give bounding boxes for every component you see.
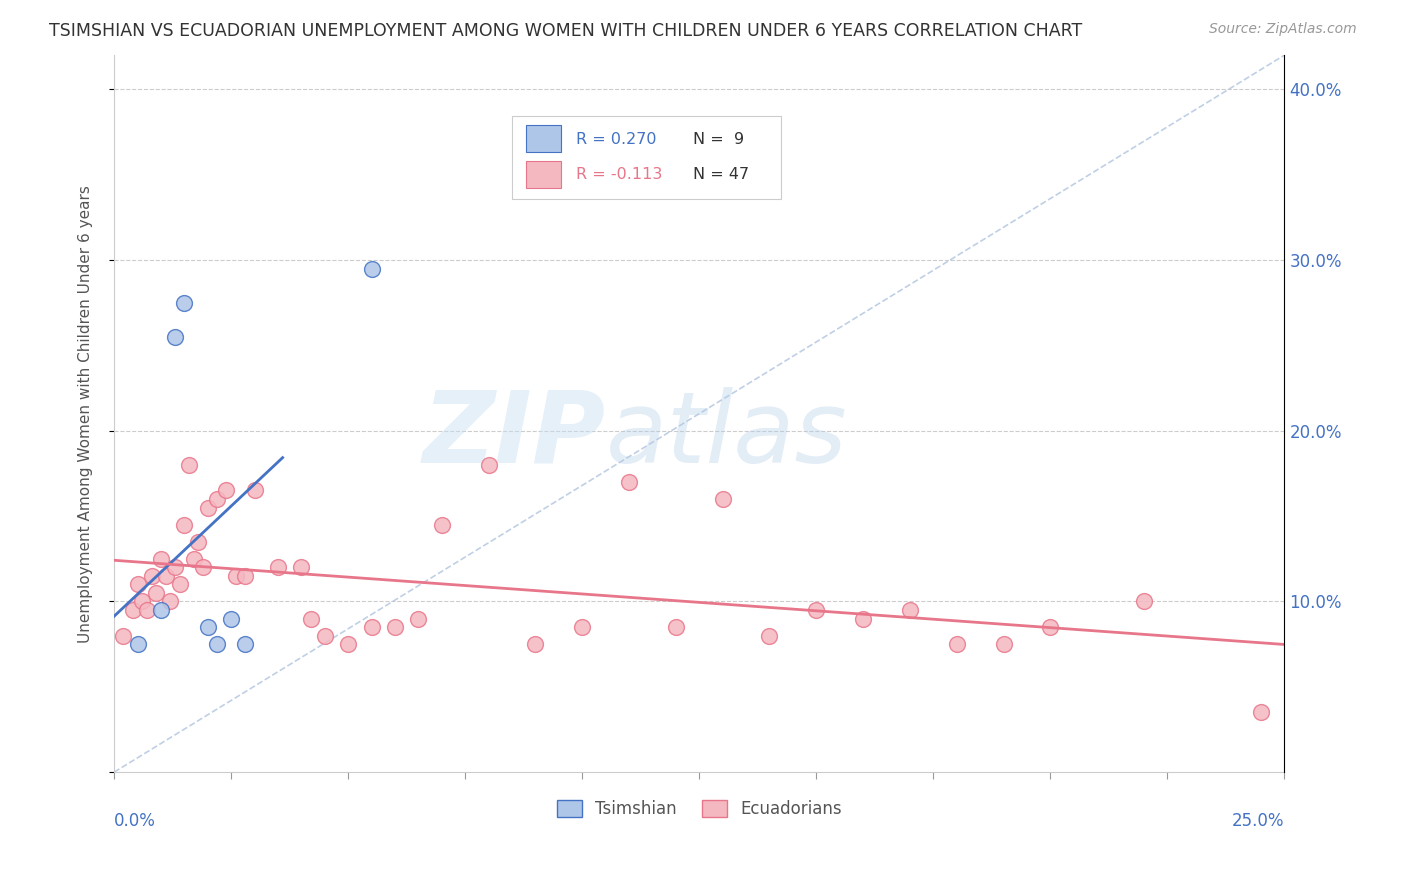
Point [187,534,209,549]
Point [408,611,430,625]
Point [141,569,163,583]
Text: TSIMSHIAN VS ECUADORIAN UNEMPLOYMENT AMONG WOMEN WITH CHILDREN UNDER 6 YEARS COR: TSIMSHIAN VS ECUADORIAN UNEMPLOYMENT AMO… [49,22,1083,40]
Point [149,603,172,617]
Point [145,586,167,600]
Point [617,475,640,489]
Point [945,637,967,651]
Point [197,620,219,634]
Point [571,620,593,634]
Text: N = 47: N = 47 [693,168,749,182]
Point [806,603,828,617]
Point [665,620,688,634]
Point [155,569,177,583]
Point [149,551,172,566]
Point [290,560,312,574]
Legend: Tsimshian, Ecuadorians: Tsimshian, Ecuadorians [550,793,848,825]
Text: 0.0%: 0.0% [114,812,156,830]
Text: R = 0.270: R = 0.270 [576,131,657,146]
Point [360,261,382,276]
Text: R = -0.113: R = -0.113 [576,168,662,182]
Point [197,500,219,515]
Point [243,483,266,498]
Point [163,330,186,344]
Point [478,458,501,472]
Point [135,603,157,617]
Text: N =  9: N = 9 [693,131,745,146]
Point [177,458,200,472]
Point [524,637,547,651]
Point [337,637,360,651]
Point [1250,706,1272,720]
Point [112,629,135,643]
Point [758,629,780,643]
Text: atlas: atlas [606,386,848,483]
Text: ZIP: ZIP [423,386,606,483]
Point [360,620,382,634]
Text: 25.0%: 25.0% [1232,812,1285,830]
Point [173,295,195,310]
Point [191,560,214,574]
Text: Source: ZipAtlas.com: Source: ZipAtlas.com [1209,22,1357,37]
Point [1039,620,1062,634]
Point [163,560,186,574]
Point [430,517,453,532]
Y-axis label: Unemployment Among Women with Children Under 6 years: Unemployment Among Women with Children U… [79,185,93,642]
Point [127,637,149,651]
Point [852,611,875,625]
Point [711,491,734,506]
FancyBboxPatch shape [526,161,561,188]
Point [127,577,149,591]
Point [205,491,228,506]
Point [159,594,181,608]
Point [219,611,242,625]
Point [225,569,247,583]
Point [173,517,195,532]
FancyBboxPatch shape [526,126,561,152]
Point [993,637,1015,651]
Point [267,560,290,574]
Point [215,483,238,498]
FancyBboxPatch shape [512,116,782,199]
Point [183,551,205,566]
Point [131,594,153,608]
Point [121,603,143,617]
Point [169,577,191,591]
Point [898,603,921,617]
Point [233,569,256,583]
Point [384,620,406,634]
Point [1133,594,1156,608]
Point [205,637,228,651]
Point [314,629,336,643]
Point [299,611,322,625]
Point [233,637,256,651]
